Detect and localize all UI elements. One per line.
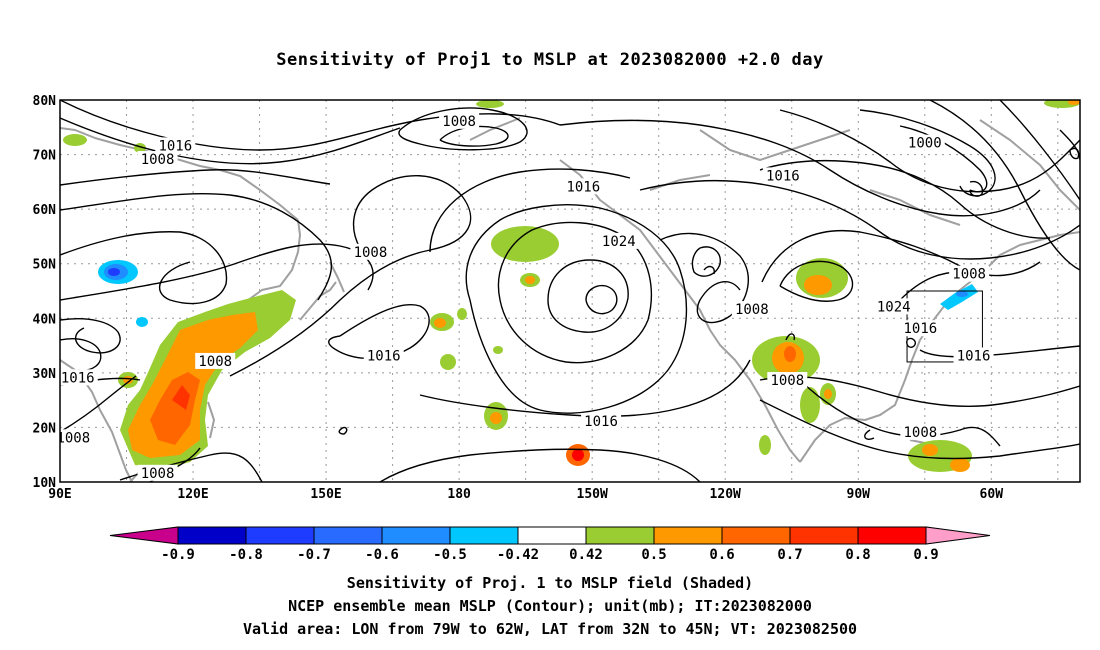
caption-line-3: Valid area: LON from 79W to 62W, LAT fro…	[242, 620, 858, 638]
contour-label-bg	[900, 423, 941, 440]
colorbar-segment	[449, 526, 519, 545]
contour-label-bg	[60, 429, 94, 446]
contour-label: 1016	[566, 179, 600, 195]
contour-label: 1008	[952, 267, 986, 283]
lat-label: 60N	[33, 203, 57, 218]
colorbar-segment	[585, 526, 655, 545]
lon-label: 60W	[980, 487, 1004, 502]
contour-label-bg	[439, 112, 480, 129]
colorbar-label: 0.8	[845, 547, 870, 563]
contour-label-bg	[581, 412, 622, 429]
contour-label-bg	[598, 232, 639, 249]
lat-label: 30N	[33, 367, 57, 382]
colorbar-segment	[857, 526, 927, 545]
contour-label: 1008	[735, 302, 769, 318]
contour-label: 1008	[354, 245, 388, 261]
lat-label: 40N	[33, 312, 57, 327]
contour-label: 1016	[957, 348, 991, 364]
colorbar-segment	[517, 526, 587, 545]
contour-label-bg	[949, 265, 990, 282]
contour-label-bg	[953, 347, 994, 364]
contour-label: 1008	[56, 430, 90, 446]
contour-label: 1024	[602, 234, 636, 250]
contour-label: 1008	[442, 114, 476, 130]
colorbar-segment	[313, 526, 383, 545]
latitude-labels: 80N 70N 60N 50N 40N 30N 20N 10N	[33, 94, 57, 491]
map-frame	[59, 99, 1081, 483]
contour-label-bg	[60, 369, 98, 386]
contour-label-bg	[137, 464, 178, 481]
colorbar-label: -0.5	[433, 547, 467, 563]
contour-label: 1008	[903, 425, 937, 441]
longitude-labels: 90E 120E 150E 180 150W 120W 90W 60W	[48, 487, 1003, 502]
contour-label: 1008	[198, 354, 232, 370]
lon-label: 180	[447, 487, 471, 502]
contour-label-bg	[731, 301, 772, 318]
contour-label: 1016	[61, 370, 95, 386]
colorbar-label: 0.5	[641, 547, 666, 563]
colorbar-labels: -0.9 -0.8 -0.7 -0.6 -0.5 -0.42 0.42 0.5 0.6 0.7 0.…	[161, 547, 939, 563]
lon-label: 120E	[177, 487, 208, 502]
colorbar-label: -0.8	[229, 547, 263, 563]
contour-label: 1016	[766, 168, 800, 184]
colorbar-low-triangle	[109, 526, 179, 545]
contour-label-bg	[900, 320, 941, 337]
colorbar-label: -0.6	[365, 547, 399, 563]
colorbar-label: -0.42	[497, 547, 539, 563]
colorbar-segment	[789, 526, 859, 545]
contour-label: 1016	[903, 321, 937, 337]
contour-label: 1008	[770, 373, 804, 389]
lon-label: 150E	[310, 487, 341, 502]
contour-label-bg	[155, 137, 196, 154]
lat-label: 50N	[33, 258, 57, 273]
colorbar-label: 0.6	[709, 547, 734, 563]
contour-label-bg	[563, 178, 604, 195]
contour-label: 1008	[141, 466, 175, 482]
lat-label: 20N	[33, 421, 57, 436]
contour-label: 1016	[584, 414, 618, 430]
map-title: Sensitivity of Proj1 to MSLP at 20230820…	[276, 50, 824, 70]
lon-label: 120W	[710, 487, 741, 502]
lon-label: 90W	[847, 487, 871, 502]
colorbar-segment	[721, 526, 791, 545]
lat-label: 80N	[33, 94, 57, 109]
sensitivity-shading	[63, 100, 1080, 472]
contour-label-bg	[767, 372, 808, 389]
colorbar-label: -0.9	[161, 547, 195, 563]
lat-label: 70N	[33, 149, 57, 164]
contour-label-bg	[195, 352, 236, 369]
contour-label-bg	[137, 151, 178, 168]
colorbar-high-triangle	[925, 526, 991, 545]
contour-label-bg	[904, 134, 945, 151]
contour-label-bg	[873, 298, 914, 315]
lon-label: 90E	[48, 487, 71, 502]
colorbar-label: 0.9	[913, 547, 938, 563]
colorbar	[109, 526, 991, 545]
colorbar-label: 0.7	[777, 547, 802, 563]
colorbar-label: -0.7	[297, 547, 331, 563]
contour-label-bg	[762, 167, 803, 184]
lon-label: 150W	[577, 487, 608, 502]
contour-label: 1000	[908, 136, 942, 152]
caption-line-2: NCEP ensemble mean MSLP (Contour); unit(…	[288, 597, 812, 615]
contour-label: 1016	[367, 348, 401, 364]
caption-line-1: Sensitivity of Proj. 1 to MSLP field (Sh…	[346, 574, 754, 592]
contour-label: 1024	[877, 299, 911, 315]
colorbar-segment	[381, 526, 451, 545]
colorbar-label: 0.42	[569, 547, 603, 563]
colorbar-segment	[653, 526, 723, 545]
contour-label: 1016	[158, 138, 192, 154]
colorbar-segment	[177, 526, 247, 545]
contour-label: 1008	[141, 152, 175, 168]
contour-label-bg	[363, 347, 404, 364]
colorbar-segment	[245, 526, 315, 545]
lat-label: 10N	[33, 476, 57, 491]
contour-label-bg	[350, 243, 391, 260]
